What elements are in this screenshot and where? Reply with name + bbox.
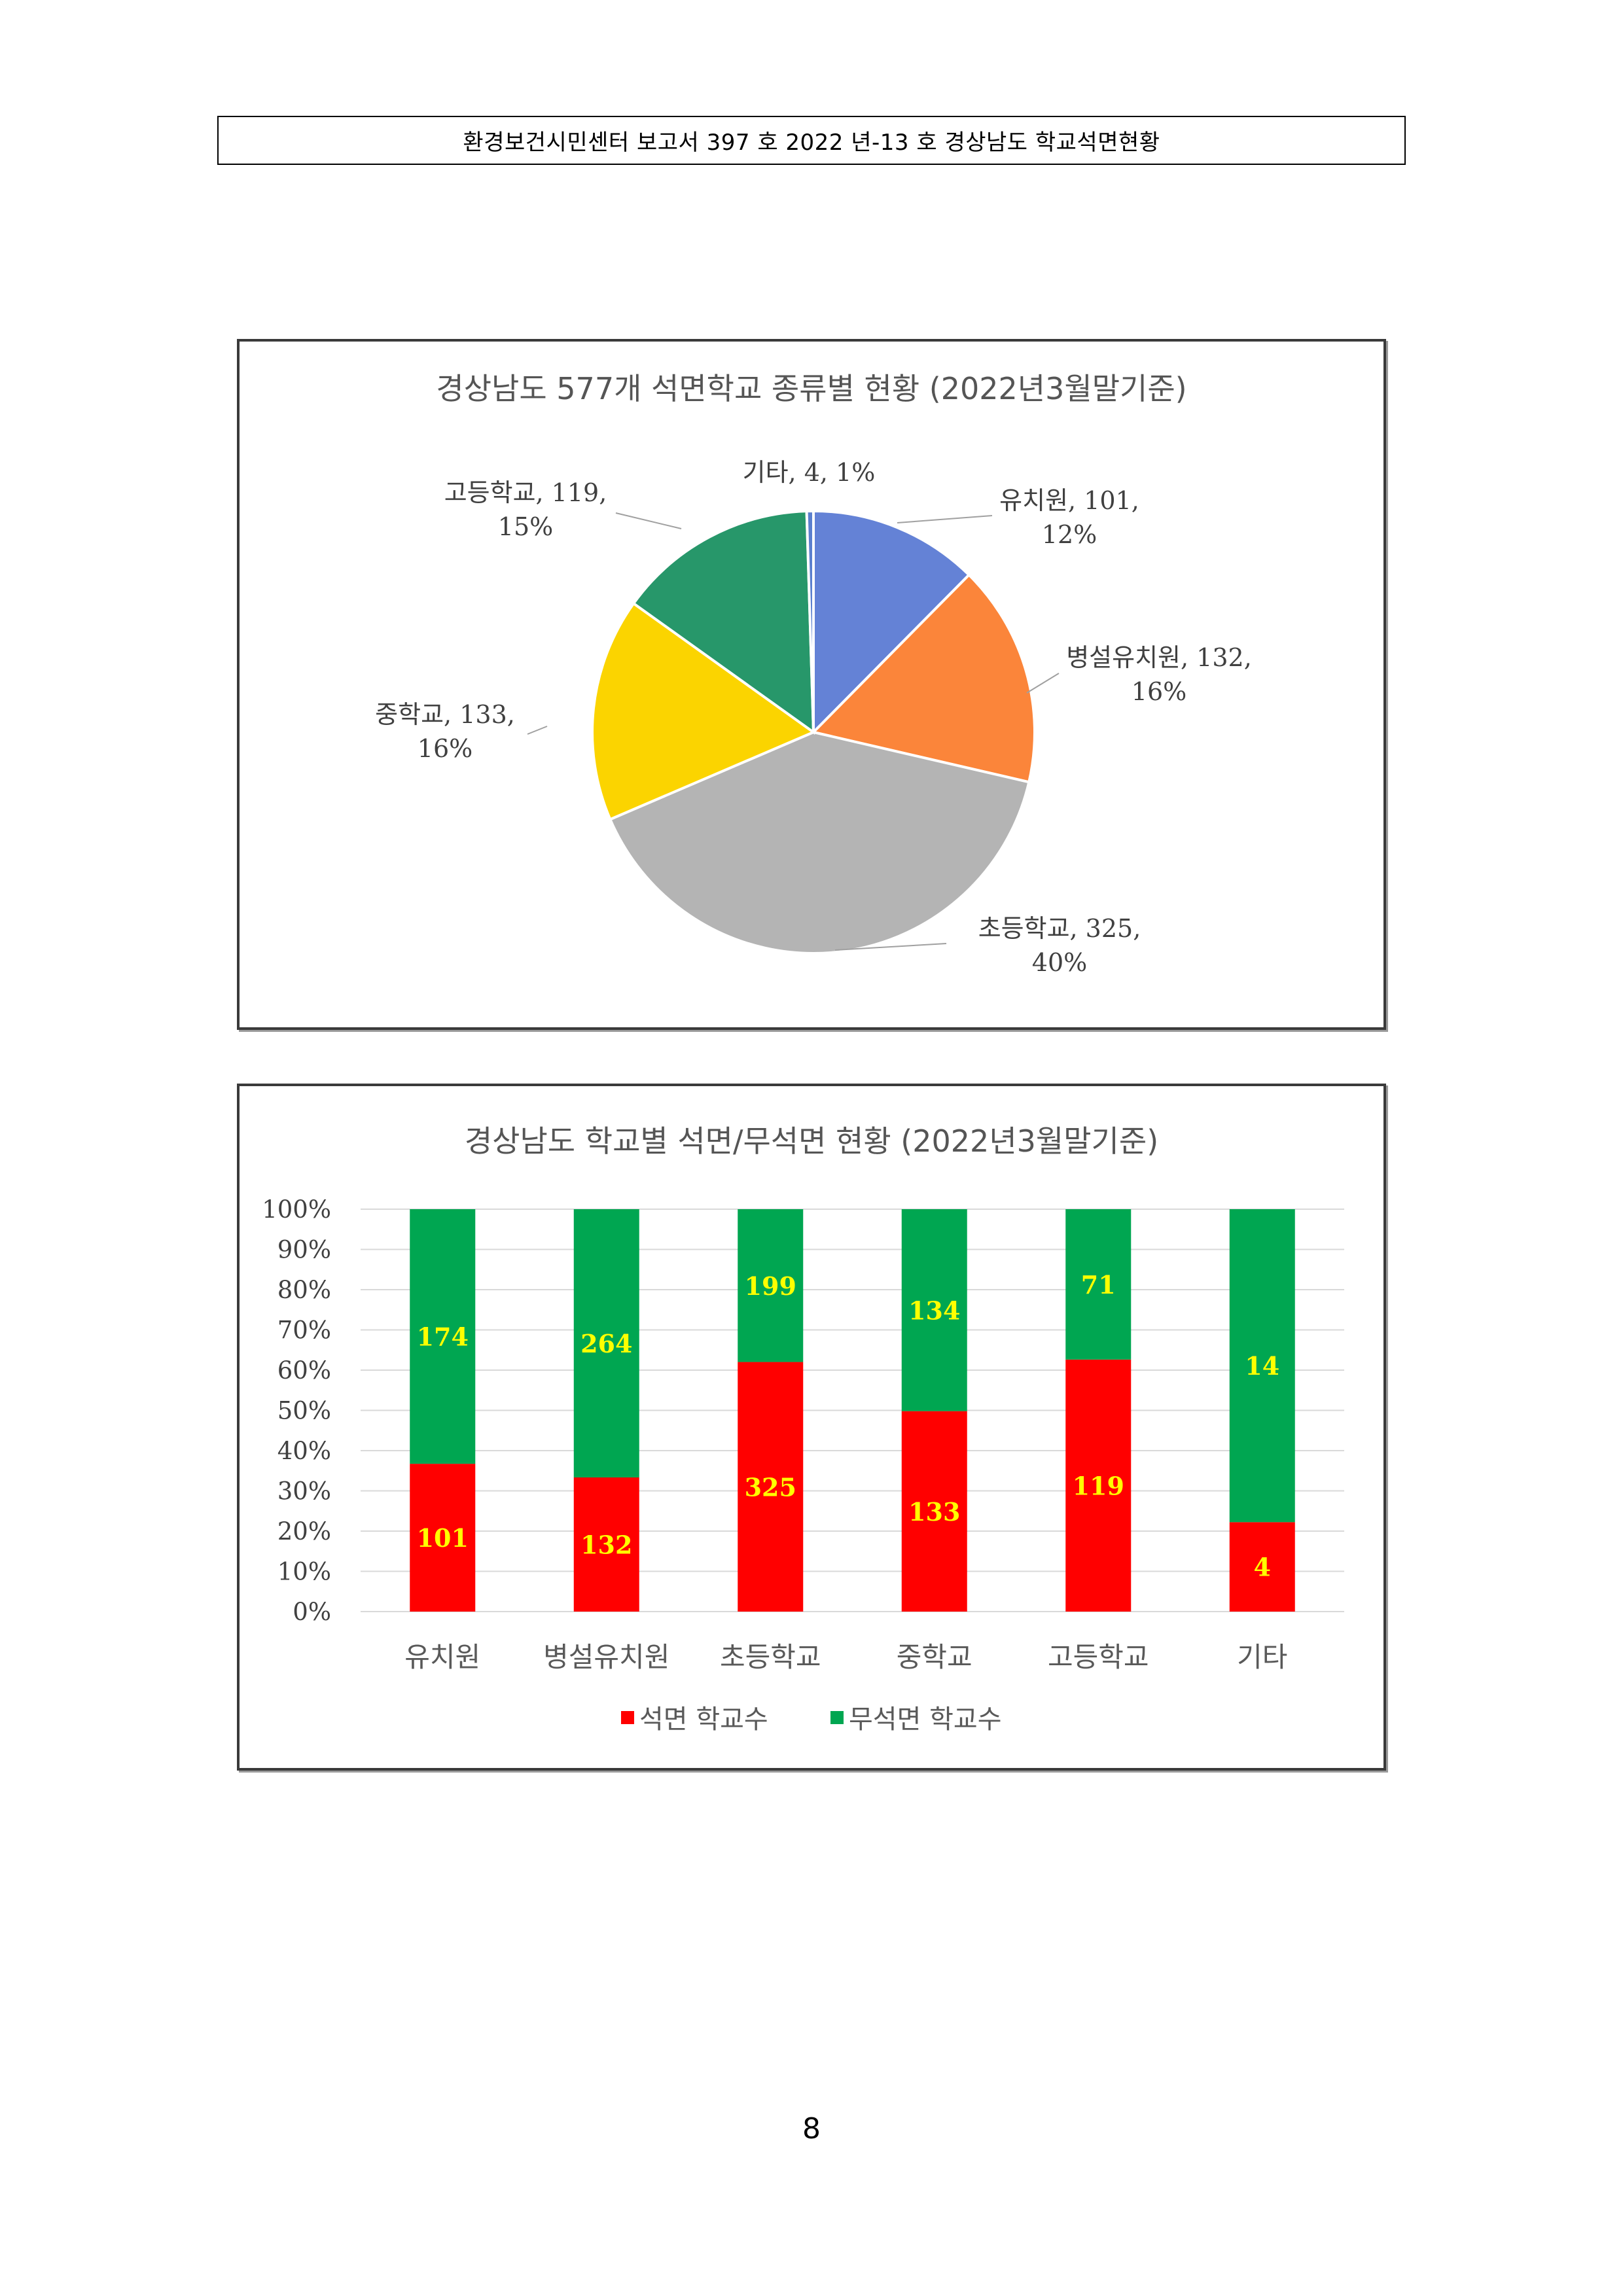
x-tick-label-0: 유치원 [404, 1641, 480, 1673]
bar-asbestos-4 [1065, 1359, 1132, 1612]
pie-data-label-4-1: 15% [498, 512, 553, 541]
pie-data-label-5-0: 기타, 4, 1% [743, 458, 876, 487]
bar-chart-panel: 경상남도 학교별 석면/무석면 현황 (2022년3월말기준) 0% 10% 20% 3… [237, 1084, 1386, 1771]
pie-data-label-0-0: 유치원, 101, [999, 486, 1139, 515]
report-header-text: 환경보건시민센터 보고서 397 호 2022 년-13 호 경상남도 학교석면… [463, 130, 1160, 156]
y-tick-label-9: 90% [277, 1236, 331, 1264]
bar-non-asbestos-2 [738, 1209, 804, 1362]
bar-asbestos-0 [410, 1464, 476, 1612]
data-label-non-asbestos-4: 71 [1081, 1270, 1116, 1299]
data-label-asbestos-3: 133 [908, 1497, 960, 1527]
legend-swatch-1 [830, 1711, 844, 1724]
x-tick-label-3: 중학교 [897, 1641, 972, 1673]
pie-slice-0 [812, 509, 971, 735]
x-tick-label-2: 초등학교 [720, 1641, 821, 1673]
y-tick-label-5: 50% [277, 1397, 331, 1425]
y-tick-label-0: 0% [293, 1598, 331, 1626]
bar-non-asbestos-1 [573, 1209, 639, 1477]
pie-leader-line-1 [1026, 673, 1060, 694]
stacked-bar-chart: 경상남도 학교별 석면/무석면 현황 (2022년3월말기준) 0% 10% 20% 3… [262, 1123, 1344, 1735]
bar-asbestos-1 [573, 1477, 639, 1612]
pie-slice-4 [632, 510, 815, 735]
bar-asbestos-2 [738, 1362, 804, 1612]
pie-data-label-2-1: 40% [1032, 948, 1087, 977]
pie-data-label-4-0: 고등학교, 119, [444, 478, 607, 507]
pie-data-label-3-1: 16% [418, 734, 473, 763]
y-tick-label-1: 10% [277, 1558, 331, 1586]
page-number: 8 [802, 2112, 821, 2146]
bar-non-asbestos-0 [410, 1209, 476, 1464]
pie-leader-line-4 [615, 512, 682, 529]
data-label-asbestos-5: 4 [1254, 1553, 1271, 1582]
y-tick-label-8: 80% [277, 1276, 331, 1304]
pie-chart-panel: 경상남도 577개 석면학교 종류별 현황 (2022년3월말기준) 유치원, 1… [237, 339, 1386, 1030]
pie-title: 경상남도 577개 석면학교 종류별 현황 (2022년3월말기준) [436, 371, 1186, 406]
pie-chart: 경상남도 577개 석면학교 종류별 현황 (2022년3월말기준) 유치원, 1… [375, 371, 1252, 977]
pie-data-label-1-1: 16% [1132, 677, 1186, 706]
bar-non-asbestos-5 [1229, 1209, 1295, 1523]
legend-swatch-0 [621, 1711, 634, 1724]
data-label-non-asbestos-2: 199 [745, 1271, 796, 1301]
data-label-non-asbestos-1: 264 [580, 1329, 632, 1358]
pie-slice-2 [608, 730, 1031, 955]
pie-leader-line-2 [834, 943, 947, 951]
bar-non-asbestos-3 [901, 1209, 967, 1411]
data-label-asbestos-2: 325 [745, 1472, 796, 1502]
data-label-non-asbestos-5: 14 [1245, 1351, 1279, 1381]
x-tick-label-5: 기타 [1237, 1641, 1287, 1673]
data-label-asbestos-0: 101 [417, 1523, 469, 1553]
pie-leader-line-0 [897, 515, 993, 523]
bar-non-asbestos-4 [1065, 1209, 1132, 1360]
pie-data-label-2-0: 초등학교, 325, [978, 914, 1141, 943]
pie-slice-3 [591, 601, 817, 821]
pie-data-label-0-1: 12% [1042, 520, 1097, 549]
x-tick-label-4: 고등학교 [1048, 1641, 1149, 1673]
pie-leader-line-3 [527, 726, 548, 735]
report-header: 환경보건시민센터 보고서 397 호 2022 년-13 호 경상남도 학교석면… [217, 116, 1406, 165]
bar-asbestos-5 [1229, 1522, 1295, 1612]
pie-slice-5 [805, 509, 815, 733]
bar-title: 경상남도 학교별 석면/무석면 현황 (2022년3월말기준) [465, 1123, 1158, 1159]
y-tick-label-6: 60% [277, 1356, 331, 1385]
y-tick-label-2: 20% [277, 1517, 331, 1545]
data-label-non-asbestos-3: 134 [908, 1296, 960, 1325]
pie-data-label-3-0: 중학교, 133, [375, 700, 515, 729]
bar-asbestos-3 [901, 1411, 967, 1612]
pie-data-label-1-0: 병설유치원, 132, [1066, 643, 1252, 672]
y-tick-label-7: 70% [277, 1316, 331, 1345]
data-label-non-asbestos-0: 174 [417, 1322, 469, 1352]
pie-slice-1 [811, 573, 1036, 784]
y-tick-label-4: 40% [277, 1437, 331, 1465]
data-label-asbestos-4: 119 [1073, 1471, 1124, 1500]
y-tick-label-10: 100% [262, 1195, 331, 1224]
data-label-asbestos-1: 132 [580, 1530, 632, 1560]
x-tick-label-1: 병설유치원 [543, 1641, 669, 1673]
legend-label-0: 석면 학교수 [639, 1704, 768, 1735]
y-tick-label-3: 30% [277, 1477, 331, 1506]
legend-label-1: 무석면 학교수 [849, 1704, 1002, 1735]
